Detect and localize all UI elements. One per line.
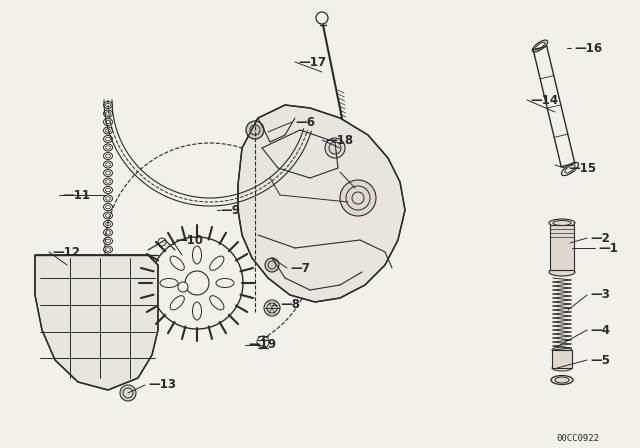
Circle shape [246, 121, 264, 139]
Circle shape [340, 180, 376, 216]
Text: 00CC0922: 00CC0922 [557, 434, 600, 443]
Ellipse shape [549, 219, 575, 227]
Text: —12: —12 [52, 246, 80, 258]
Polygon shape [550, 225, 574, 270]
Text: —19: —19 [248, 339, 276, 352]
Circle shape [185, 271, 209, 295]
Polygon shape [552, 350, 572, 368]
Circle shape [325, 138, 345, 158]
Text: —2: —2 [590, 232, 610, 245]
Text: —15: —15 [568, 161, 596, 175]
Text: —1: —1 [598, 241, 618, 254]
Polygon shape [238, 105, 405, 302]
Text: —5: —5 [590, 353, 610, 366]
Circle shape [265, 258, 279, 272]
Text: —6: —6 [295, 116, 315, 129]
Text: —11: —11 [62, 189, 90, 202]
Circle shape [178, 282, 188, 292]
Text: —9: —9 [220, 203, 240, 216]
Ellipse shape [551, 375, 573, 384]
Text: —13: —13 [148, 379, 176, 392]
Text: —10: —10 [175, 233, 203, 246]
Polygon shape [35, 255, 158, 390]
Text: —18: —18 [325, 134, 353, 146]
Text: —16: —16 [574, 42, 602, 55]
Circle shape [120, 385, 136, 401]
Text: —14: —14 [530, 94, 558, 107]
Text: —4: —4 [590, 323, 610, 336]
Text: —17: —17 [298, 56, 326, 69]
Text: —7: —7 [290, 262, 310, 275]
Ellipse shape [552, 365, 572, 371]
Ellipse shape [549, 268, 575, 276]
Text: —3: —3 [590, 289, 610, 302]
Ellipse shape [552, 347, 572, 353]
Circle shape [264, 300, 280, 316]
Text: —8: —8 [280, 298, 300, 311]
